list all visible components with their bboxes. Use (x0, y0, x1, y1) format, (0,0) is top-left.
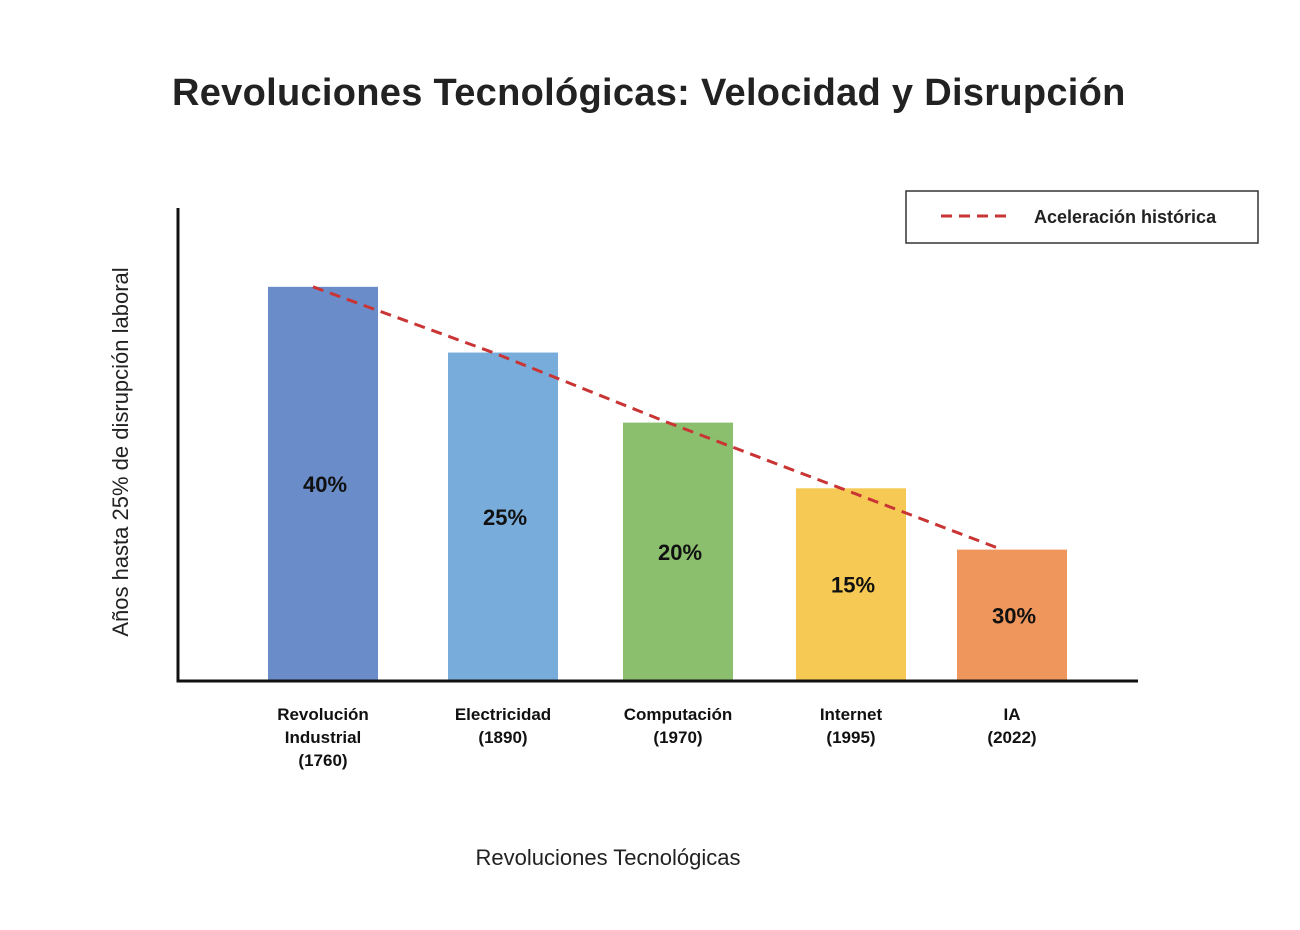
x-tick-label-0: Revolución Industrial (1760) (277, 705, 369, 770)
legend: Aceleración histórica (905, 190, 1259, 244)
bar-2 (623, 422, 733, 681)
bar-1 (448, 352, 558, 681)
bar-4 (957, 549, 1067, 681)
trend-line-aceleracion (312, 285, 1003, 552)
bar-data-label-4: 30% (992, 603, 1036, 628)
x-tick-label-4: IA (2022) (987, 705, 1036, 747)
bar-data-label-2: 20% (658, 540, 702, 565)
x-tick-label-3: Internet (1995) (820, 705, 883, 747)
bar-3 (796, 488, 906, 681)
legend-entry-label: Aceleración histórica (1034, 207, 1217, 227)
bars-group (268, 286, 1067, 681)
bar-data-label-0: 40% (303, 472, 347, 497)
chart-title: Revoluciones Tecnológicas: Velocidad y D… (172, 72, 1126, 114)
y-axis-label: Años hasta 25% de disrupción laboral (108, 267, 133, 636)
x-tick-label-1: Electricidad (1890) (455, 705, 551, 747)
x-tick-label-2: Computación (1970) (624, 705, 733, 747)
trend-line-group (312, 285, 1003, 552)
x-axis-label: Revoluciones Tecnológicas (476, 845, 741, 870)
bar-data-label-1: 25% (483, 505, 527, 530)
bar-data-label-3: 15% (831, 573, 875, 598)
data-labels-group: 40% 25% 20% 15% 30% (303, 472, 1036, 628)
x-tick-labels: Revolución Industrial (1760) Electricidad (1… (277, 705, 1036, 770)
bar-0 (268, 286, 378, 681)
